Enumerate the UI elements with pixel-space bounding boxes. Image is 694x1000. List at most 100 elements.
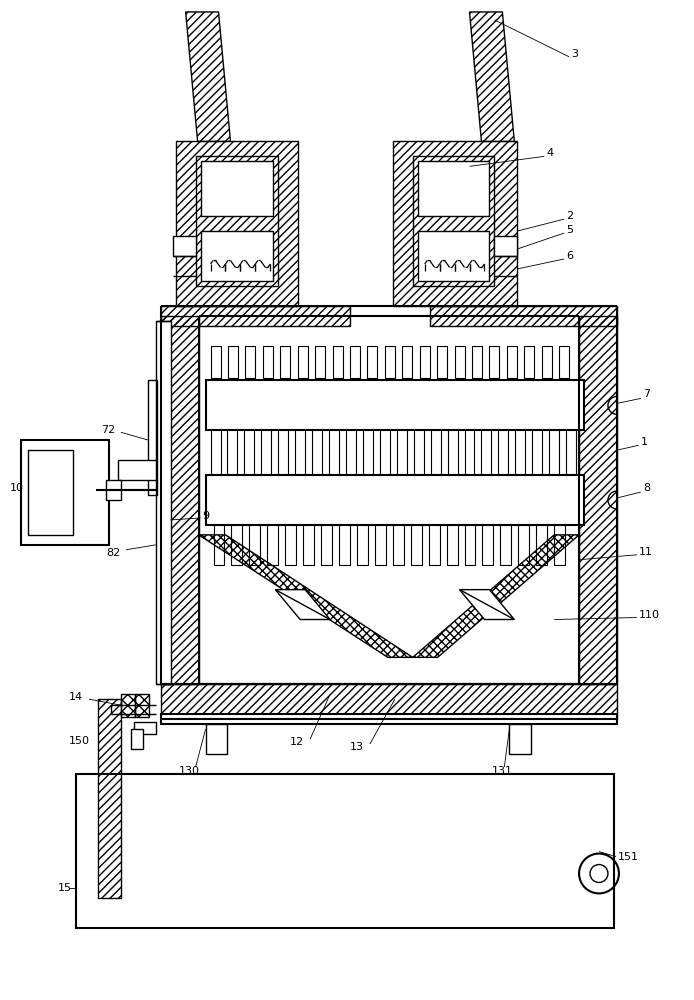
Bar	[118, 460, 155, 480]
Text: 110: 110	[639, 610, 660, 620]
Bar	[205, 724, 228, 754]
Text: 1: 1	[641, 437, 648, 447]
Bar	[134, 722, 155, 734]
Bar	[263, 346, 273, 378]
Bar	[532, 430, 542, 474]
Bar	[418, 161, 489, 216]
Bar	[98, 699, 121, 898]
Bar	[516, 430, 525, 474]
Bar	[363, 430, 373, 474]
Bar	[106, 480, 121, 500]
Bar	[329, 430, 339, 474]
Bar	[411, 525, 422, 565]
Bar	[76, 774, 614, 928]
Bar	[397, 430, 407, 474]
Bar	[385, 346, 395, 378]
Bar	[339, 525, 350, 565]
Text: 11: 11	[639, 547, 653, 557]
Bar	[228, 430, 237, 474]
Bar	[232, 525, 242, 565]
Bar	[28, 450, 73, 535]
Bar	[542, 346, 552, 378]
Bar	[312, 430, 322, 474]
Bar	[549, 430, 559, 474]
Bar	[315, 346, 325, 378]
Bar	[430, 306, 617, 326]
Bar	[566, 430, 576, 474]
Bar	[321, 525, 332, 565]
Bar	[350, 346, 360, 378]
Bar	[536, 525, 547, 565]
Polygon shape	[276, 590, 330, 620]
Bar	[278, 430, 288, 474]
Bar	[418, 231, 489, 281]
Text: 72: 72	[101, 425, 115, 435]
Bar	[173, 236, 196, 256]
Bar	[380, 430, 390, 474]
Text: 10: 10	[9, 483, 24, 493]
Bar	[518, 525, 530, 565]
Bar	[249, 525, 260, 565]
Bar	[509, 724, 532, 754]
Polygon shape	[459, 590, 514, 620]
Bar	[267, 525, 278, 565]
Text: 13: 13	[350, 742, 364, 752]
Bar	[22, 440, 109, 545]
Bar	[431, 430, 441, 474]
Bar	[346, 430, 356, 474]
Bar	[148, 380, 157, 495]
Bar	[375, 525, 386, 565]
Bar	[455, 346, 464, 378]
Bar	[413, 156, 494, 286]
Text: 3: 3	[571, 49, 578, 59]
Text: 14: 14	[69, 692, 83, 702]
Text: 5: 5	[566, 225, 573, 235]
Bar	[500, 525, 511, 565]
Bar	[524, 346, 534, 378]
Text: 150: 150	[69, 736, 90, 746]
Bar	[205, 475, 584, 525]
Bar	[472, 346, 482, 378]
Text: 6: 6	[566, 251, 573, 261]
Text: 8: 8	[643, 483, 650, 493]
Bar	[447, 525, 457, 565]
Text: 12: 12	[290, 737, 305, 747]
Bar	[131, 729, 143, 749]
Bar	[196, 156, 278, 286]
Bar	[420, 346, 430, 378]
Text: 131: 131	[491, 766, 512, 776]
Text: 9: 9	[203, 511, 210, 521]
Bar	[161, 316, 198, 684]
Text: 15: 15	[58, 883, 72, 893]
Bar	[303, 525, 314, 565]
Bar	[489, 346, 500, 378]
Bar	[448, 430, 457, 474]
Bar	[244, 430, 255, 474]
Bar	[135, 694, 149, 717]
Bar	[161, 306, 350, 326]
Bar	[161, 714, 617, 724]
Bar	[429, 525, 439, 565]
Bar	[246, 346, 255, 378]
Bar	[295, 430, 305, 474]
Bar	[507, 346, 517, 378]
Bar	[205, 380, 584, 430]
Bar	[201, 231, 273, 281]
Bar	[464, 430, 475, 474]
Bar	[228, 346, 238, 378]
Bar	[498, 430, 508, 474]
Text: 7: 7	[643, 389, 650, 399]
Bar	[210, 346, 221, 378]
Text: 130: 130	[178, 766, 200, 776]
Bar	[579, 316, 617, 684]
Bar	[393, 525, 404, 565]
Bar	[121, 694, 135, 717]
Bar	[437, 346, 447, 378]
Text: 4: 4	[546, 148, 553, 158]
Bar	[393, 141, 517, 306]
Bar	[357, 525, 368, 565]
Bar	[403, 346, 412, 378]
Bar	[214, 525, 224, 565]
Text: 82: 82	[106, 548, 120, 558]
Bar	[414, 430, 424, 474]
